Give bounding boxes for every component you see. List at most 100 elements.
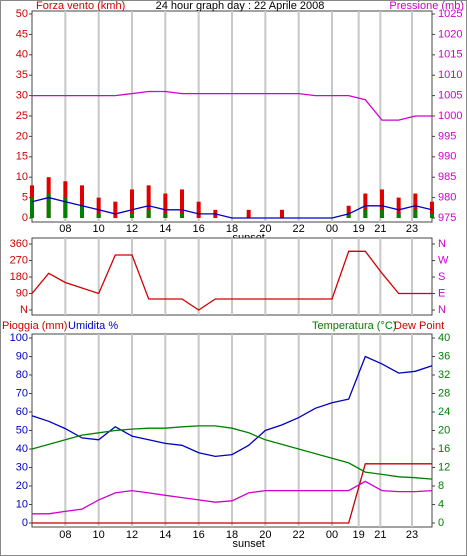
x-tick-label: 10: [93, 529, 105, 541]
axis-label: Pioggia (mm): [2, 320, 67, 332]
bar: [396, 213, 401, 218]
y2-tick-label: 1020: [438, 28, 462, 40]
bar: [96, 197, 101, 218]
y2-tick-label: 28: [438, 387, 450, 399]
x-tick-label: 16: [193, 529, 205, 541]
bar: [180, 213, 184, 218]
axis-label: Umidita %: [68, 320, 118, 332]
y-tick-label: 50: [16, 424, 28, 436]
x-tick-label: 00: [326, 223, 338, 235]
y2-tick-label: 16: [438, 443, 450, 455]
y-tick-label: 100: [10, 332, 28, 344]
y2-tick-label: 990: [438, 151, 456, 163]
y-tick-label: 70: [16, 387, 28, 399]
x-tick-label: 23: [406, 529, 418, 541]
x-tick-label: 19: [353, 223, 365, 235]
x-tick-label: 22: [293, 223, 305, 235]
bar: [130, 189, 134, 218]
y-tick-label: 20: [16, 130, 28, 142]
y-tick-label: 15: [16, 151, 28, 163]
x-tick-label: 12: [126, 223, 138, 235]
series-line: [32, 463, 432, 524]
series-line: [32, 90, 432, 121]
x-tick-label: 14: [159, 223, 171, 235]
y2-tick-label: 980: [438, 192, 456, 204]
bar: [96, 213, 101, 218]
y2-tick-label: 1005: [438, 90, 462, 102]
series-line: [32, 480, 433, 515]
y2-tick-label: 1025: [438, 8, 462, 20]
y-tick-label: 90: [16, 350, 28, 362]
y-tick-label: 360: [10, 238, 28, 250]
x-tick-label: 22: [293, 529, 305, 541]
bar: [413, 209, 418, 218]
bar: [63, 197, 68, 218]
y2-tick-label: N: [438, 238, 446, 250]
bar: [363, 209, 368, 218]
y2-tick-label: S: [438, 271, 445, 283]
bar: [113, 201, 118, 218]
series-line: [31, 196, 433, 219]
y2-tick-label: 995: [438, 130, 456, 142]
bar: [346, 205, 351, 218]
y2-tick-label: E: [438, 287, 445, 299]
bar: [146, 185, 151, 218]
bar: [146, 209, 151, 218]
series-line: [31, 355, 433, 458]
bar: [430, 201, 434, 218]
bar: [246, 209, 251, 218]
bar: [80, 185, 84, 218]
axis-label: Pressione (mb): [389, 0, 464, 12]
y2-tick-label: 8: [438, 480, 444, 492]
x-tick-label: 14: [159, 529, 171, 541]
y2-tick-label: W: [438, 254, 449, 266]
x-tick-label: 20: [259, 223, 271, 235]
y-tick-label: 270: [10, 254, 28, 266]
y-tick-label: 5: [22, 192, 28, 204]
x-tick-label: 23: [406, 223, 418, 235]
y2-tick-label: 985: [438, 171, 456, 183]
y2-tick-label: 32: [438, 369, 450, 381]
x-tick-label: 19: [353, 529, 365, 541]
x-tick-label: 18: [226, 529, 238, 541]
y2-tick-label: N: [438, 304, 446, 316]
x-tick-label: 18: [226, 223, 238, 235]
y-tick-label: 35: [16, 69, 28, 81]
bar: [46, 193, 51, 218]
y-tick-label: 50: [16, 8, 28, 20]
bar: [380, 209, 384, 218]
x-tick-label: 20: [259, 529, 271, 541]
y2-tick-label: 36: [438, 350, 450, 362]
y-tick-label: 40: [16, 49, 28, 61]
x-tick-label: 21: [374, 223, 386, 235]
bar: [130, 213, 134, 218]
annotation: sunset: [232, 538, 264, 550]
bar: [180, 189, 184, 218]
x-tick-label: 10: [93, 223, 105, 235]
y-tick-label: 0: [22, 517, 28, 529]
y2-tick-label: 12: [438, 461, 450, 473]
y-tick-label: 0: [22, 212, 28, 224]
x-tick-label: 12: [126, 529, 138, 541]
bar: [280, 209, 284, 218]
chart-title: 24 hour graph day : 22 Aprile 2008: [156, 0, 325, 12]
series-line: [31, 425, 433, 480]
y2-tick-label: 24: [438, 406, 450, 418]
y-tick-label: 10: [16, 498, 28, 510]
y2-tick-label: 40: [438, 332, 450, 344]
x-tick-label: 08: [59, 529, 71, 541]
y-tick-label: 20: [16, 480, 28, 492]
y-tick-label: N: [20, 304, 28, 316]
y-tick-label: 180: [10, 271, 28, 283]
y-tick-label: 10: [16, 171, 28, 183]
y2-tick-label: 1000: [438, 110, 462, 122]
x-tick-label: 21: [374, 529, 386, 541]
y2-tick-label: 4: [438, 498, 444, 510]
y-tick-label: 25: [16, 110, 28, 122]
y-tick-label: 40: [16, 443, 28, 455]
y-tick-label: 80: [16, 369, 28, 381]
y-tick-label: 45: [16, 28, 28, 40]
x-tick-label: 08: [59, 223, 71, 235]
y-tick-label: 90: [16, 287, 28, 299]
